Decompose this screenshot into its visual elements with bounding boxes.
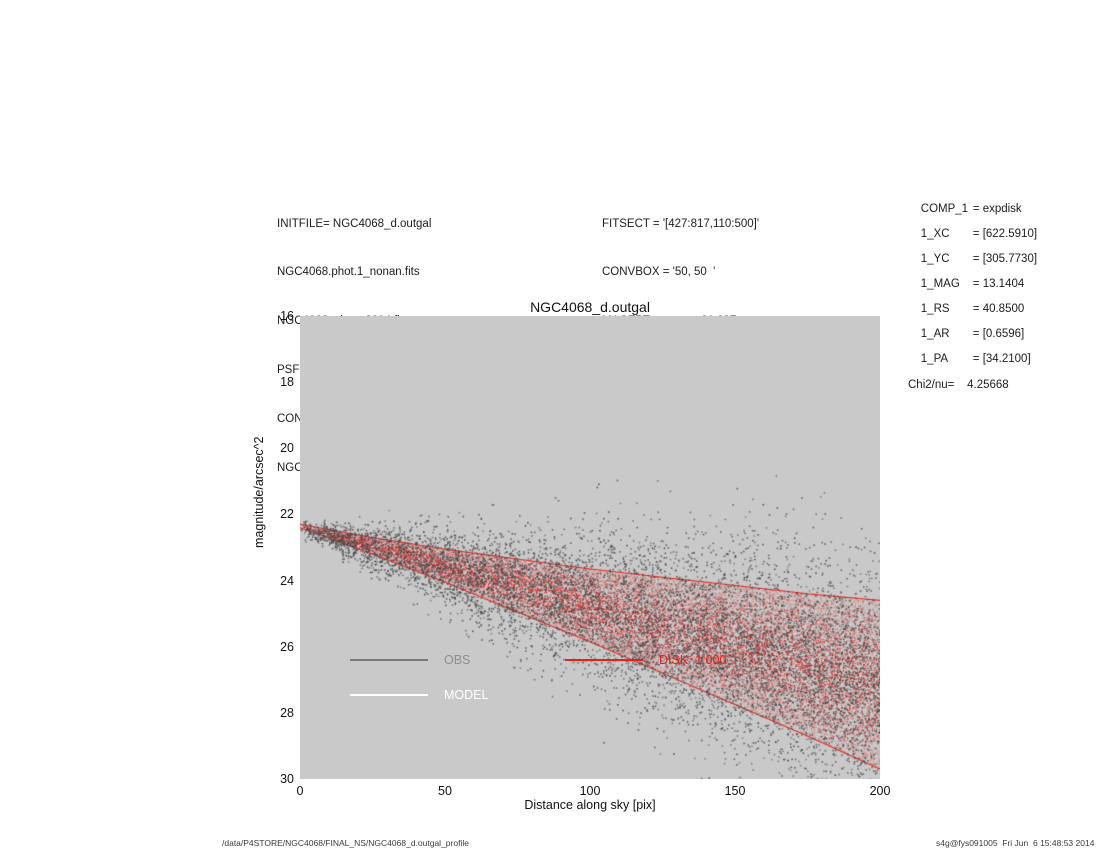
param-key: 1_AR — [920, 328, 950, 340]
x-tick-label: 0 — [296, 784, 304, 798]
legend-label-obs: OBS — [444, 653, 471, 667]
param-value: = [305.7730] — [972, 253, 1038, 265]
legend-line-obs-icon — [350, 659, 428, 661]
param-value: = expdisk — [972, 203, 1022, 215]
y-tick-label: 22 — [280, 507, 294, 522]
param-row: 1_PA = [34.2100] — [908, 341, 1037, 366]
param-row: COMP_1 = expdisk — [908, 191, 1037, 216]
y-tick-label: 30 — [280, 772, 294, 786]
param-key: COMP_1 — [920, 203, 969, 215]
y-tick-label: 24 — [280, 573, 294, 588]
param-key: 1_PA — [920, 353, 949, 365]
param-row: 1_YC = [305.7730] — [908, 241, 1037, 266]
x-tick-label: 150 — [724, 784, 746, 798]
legend-label-model: MODEL — [444, 688, 489, 702]
plot-canvas — [300, 316, 880, 779]
legend-line-disk-icon — [565, 658, 643, 662]
param-key: 1_MAG — [920, 278, 960, 290]
param-row: 1_RS = 40.8500 — [908, 291, 1037, 316]
legend-item-model: MODEL — [350, 688, 488, 702]
x-tick-label: 50 — [438, 784, 452, 798]
y-tick-label: 20 — [280, 441, 294, 456]
param-value: = 40.8500 — [972, 303, 1025, 315]
legend-label-disk: DISK 1.000 — [659, 653, 727, 667]
param-row: 1_MAG = 13.1404 — [908, 266, 1037, 291]
fit-parameter-list: COMP_1 = expdisk 1_XC = [622.5910] 1_YC = [… — [908, 191, 1037, 391]
y-tick-label: 16 — [280, 309, 294, 323]
y-axis-ticks: 16 18 20 22 24 26 28 30 — [252, 309, 294, 786]
x-tick-label: 200 — [869, 784, 891, 798]
param-value: = [0.6596] — [972, 328, 1025, 340]
plot-title: NGC4068_d.outgal — [530, 299, 650, 315]
y-axis-label: magnitude/arcsec^2 — [252, 436, 266, 548]
param-value: = 13.1404 — [972, 278, 1025, 290]
header-left-line: INITFILE= NGC4068_d.outgal — [277, 217, 432, 230]
y-tick-label: 18 — [280, 375, 294, 390]
chi-squared-value: Chi2/nu= 4.25668 — [908, 379, 1009, 391]
legend-item-obs: OBS — [350, 653, 470, 667]
y-tick-label: 28 — [280, 705, 294, 720]
param-key: 1_XC — [920, 228, 950, 240]
legend-line-model-icon — [350, 694, 428, 696]
param-row: 1_XC = [622.5910] — [908, 216, 1037, 241]
header-left-line: NGC4068.phot.1_nonan.fits — [277, 266, 420, 279]
header-middle-line: FITSECT = '[427:817,110:500]' — [602, 217, 760, 230]
x-tick-label: 100 — [579, 784, 601, 798]
footer-user-timestamp: s4g@fys091005 Fri Jun 6 15:48:53 2014 — [936, 838, 1095, 848]
header-middle-line: CONVBOX = '50, 50 ' — [602, 266, 716, 279]
legend-item-disk: DISK 1.000 — [565, 653, 726, 667]
x-axis-label: Distance along sky [pix] — [524, 798, 656, 812]
param-key: 1_RS — [920, 303, 950, 315]
param-value: = [622.5910] — [972, 228, 1038, 240]
x-axis-ticks: 0 50 100 150 200 — [296, 784, 891, 802]
profile-plot: OBS MODEL DISK 1.000 — [300, 316, 880, 779]
param-row: 1_AR = [0.6596] — [908, 316, 1037, 341]
y-tick-label: 26 — [280, 639, 294, 654]
param-key: 1_YC — [920, 253, 950, 265]
param-value: = [34.2100] — [972, 353, 1031, 365]
footer-file-path: /data/P4STORE/NGC4068/FINAL_NS/NGC4068_d… — [222, 838, 469, 848]
